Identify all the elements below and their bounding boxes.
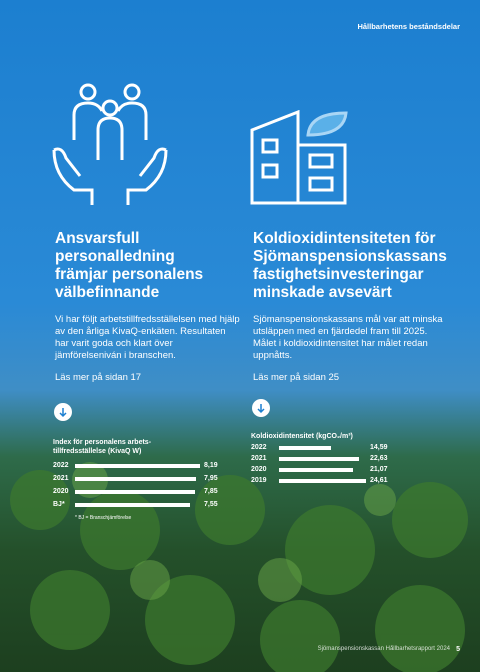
value-label: 8,19	[204, 462, 218, 469]
bar	[75, 503, 191, 507]
value-label: 7,85	[204, 488, 218, 495]
bar	[75, 464, 200, 468]
right-chart: 2022 14,59 2021 22,63 2020 21,07 2019 24,61	[251, 444, 431, 494]
bar	[279, 446, 331, 450]
row-label: 2019	[251, 477, 267, 484]
value-label: 7,95	[204, 475, 218, 482]
value-label: 21,07	[370, 466, 388, 473]
row-label: 2020	[251, 466, 267, 473]
left-heading: Ansvarsfull personalledning främjar pers…	[55, 230, 204, 301]
right-link[interactable]: Läs mer på sidan 25	[253, 372, 340, 383]
bar	[75, 490, 195, 494]
left-footnote: * BJ = Branschjämförelse	[75, 515, 132, 521]
row-label: 2020	[53, 488, 69, 495]
bar	[279, 468, 354, 472]
header-title: Hållbarhetens beståndsdelar	[357, 22, 460, 31]
bar	[75, 477, 197, 481]
forest-texture	[10, 462, 468, 672]
left-chart-title: Index för personalens arbets-tillfredsst…	[53, 439, 152, 455]
info-pin	[54, 403, 72, 421]
left-chart: 2022 8,19 2021 7,95 2020 7,85 BJ* 7,55	[53, 462, 233, 522]
row-label: 2021	[251, 455, 267, 462]
row-label: BJ*	[53, 501, 65, 508]
footer-text: Sjömanspensionskassan Hållbarhetsrapport…	[317, 646, 450, 652]
left-body: Vi har följt arbetstillfredsställelsen m…	[55, 314, 240, 361]
value-label: 24,61	[370, 477, 388, 484]
value-label: 22,63	[370, 455, 388, 462]
bar	[279, 479, 366, 483]
value-label: 7,55	[204, 501, 218, 508]
right-body: Sjömanspensionskassans mål var att minsk…	[253, 314, 443, 361]
row-label: 2022	[251, 444, 267, 451]
row-label: 2022	[53, 462, 69, 469]
building-icon	[250, 110, 348, 205]
right-heading: Koldioxidintensiteten för Sjömanspension…	[253, 230, 447, 301]
people-icon	[52, 83, 168, 205]
right-chart-title: Koldioxidintensitet (kgCO₂/m³)	[251, 433, 353, 440]
info-pin	[252, 399, 270, 417]
left-link[interactable]: Läs mer på sidan 17	[55, 372, 142, 383]
page-number: 5	[456, 646, 460, 653]
bar	[279, 457, 359, 461]
row-label: 2021	[53, 475, 69, 482]
value-label: 14,59	[370, 444, 388, 451]
